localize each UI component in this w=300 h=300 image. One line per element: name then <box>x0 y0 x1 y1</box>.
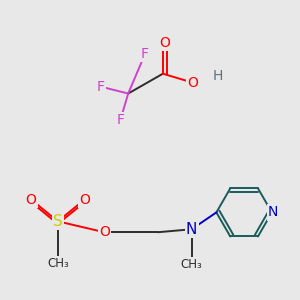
Text: S: S <box>53 214 63 229</box>
Text: O: O <box>187 76 198 90</box>
Text: N: N <box>268 206 278 219</box>
Text: O: O <box>159 36 170 50</box>
Text: CH₃: CH₃ <box>47 257 69 270</box>
Text: F: F <box>97 80 104 94</box>
Text: O: O <box>99 225 110 239</box>
Text: O: O <box>26 193 37 206</box>
Text: F: F <box>116 113 124 127</box>
Text: F: F <box>141 47 149 61</box>
Text: CH₃: CH₃ <box>181 258 202 272</box>
Text: O: O <box>79 193 90 206</box>
Text: N: N <box>186 222 197 237</box>
Text: H: H <box>212 69 223 83</box>
